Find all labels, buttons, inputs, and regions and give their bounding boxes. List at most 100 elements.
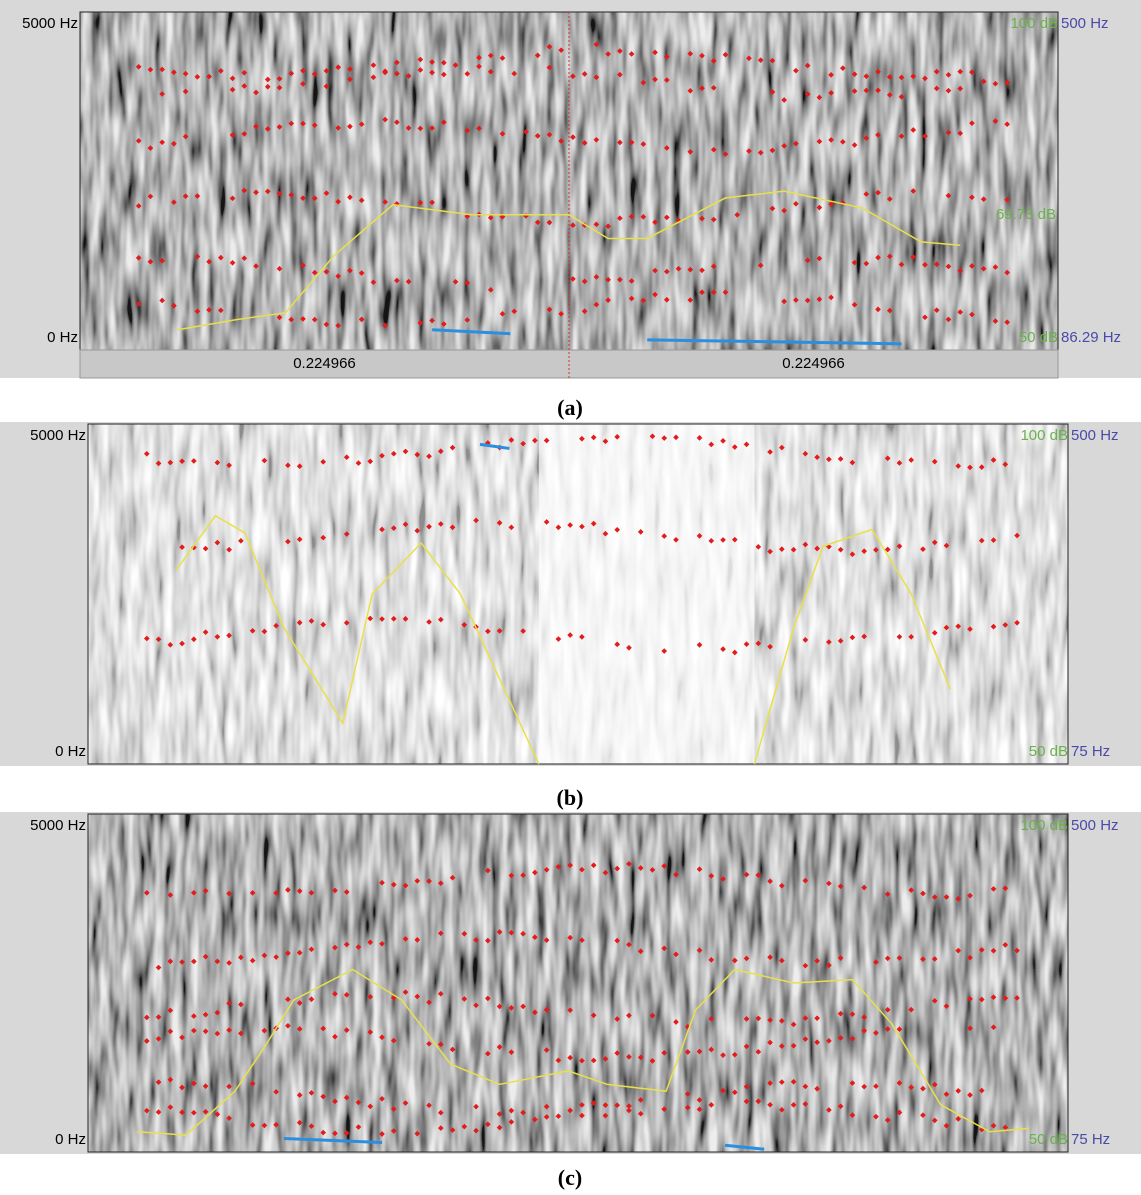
formant-dot <box>358 316 365 323</box>
formant-dot <box>370 74 377 81</box>
formant-dot <box>379 940 385 947</box>
formant-dot <box>229 86 236 93</box>
y-bottom-label: 0 Hz <box>55 1131 86 1148</box>
formant-dot <box>320 1025 327 1032</box>
formant-dot <box>171 302 177 309</box>
formant-dot <box>581 140 588 146</box>
formant-dot <box>920 546 926 553</box>
formant-dot <box>449 1127 456 1133</box>
formant-dot <box>640 141 647 147</box>
formant-dot <box>802 450 809 457</box>
formant-dot <box>179 1034 185 1041</box>
y-bottom-label: 0 Hz <box>47 329 78 346</box>
formant-dot <box>273 890 279 896</box>
pitch-curve <box>753 528 952 765</box>
formant-dot <box>485 1121 491 1128</box>
formant-dot <box>167 1076 174 1083</box>
formant-dot <box>896 1080 903 1086</box>
db-bottom-label: 50 dB <box>1019 329 1058 346</box>
formant-dot <box>343 454 350 461</box>
formant-dot <box>708 1015 715 1022</box>
formant-dot <box>159 91 165 97</box>
formant-dot <box>590 520 597 527</box>
formant-dot <box>861 1014 867 1021</box>
formant-dot <box>816 204 823 211</box>
formant-dot <box>226 632 232 639</box>
formant-dot <box>931 458 938 465</box>
formant-dot <box>967 464 973 471</box>
formant-dot <box>382 69 388 76</box>
formant-dot <box>957 309 964 315</box>
formant-dot <box>767 954 773 961</box>
formant-dot <box>684 1091 691 1097</box>
formant-dot <box>593 41 600 48</box>
formant-dot <box>673 536 679 543</box>
formant-dot <box>508 1107 515 1114</box>
formant-dot <box>579 1057 585 1064</box>
formant-dot <box>767 449 773 455</box>
formant-dot <box>343 1130 350 1136</box>
formant-dot <box>814 454 820 461</box>
formant-dot <box>485 1050 491 1057</box>
formant-dot <box>308 618 315 624</box>
formant-dot <box>696 1106 703 1113</box>
caption: (c) <box>558 1165 582 1190</box>
formant-dot <box>520 440 526 447</box>
formant-dot <box>617 71 623 78</box>
formant-dot <box>696 435 703 441</box>
formant-dot <box>990 1122 997 1129</box>
formant-dot <box>969 263 975 269</box>
formant-dot <box>804 62 811 69</box>
formant-dot <box>379 879 385 886</box>
formant-dot <box>614 526 621 533</box>
formant-dot <box>931 894 938 900</box>
formant-dot <box>402 448 409 455</box>
formant-dot <box>652 49 658 56</box>
formant-dot <box>167 1028 174 1035</box>
formant-dot <box>520 628 526 634</box>
formant-dot <box>567 1107 573 1114</box>
formant-dot <box>179 959 185 965</box>
formant-dot <box>614 865 621 872</box>
formant-dot <box>943 1003 950 1009</box>
formant-dot <box>781 97 787 103</box>
formant-dot <box>320 459 327 465</box>
formant-dot <box>171 69 177 76</box>
formant-dot <box>828 201 834 208</box>
formant-dot <box>499 130 506 137</box>
formant-dot <box>875 132 881 138</box>
formant-dot <box>218 254 224 261</box>
formant-dot <box>931 1081 938 1088</box>
formant-dot <box>640 297 647 304</box>
formant-dot <box>617 276 623 283</box>
formant-dot <box>249 1122 256 1128</box>
formant-dot <box>214 539 221 546</box>
formant-dot <box>969 194 975 201</box>
formant-dot <box>990 457 997 463</box>
formant-dot <box>238 1030 244 1037</box>
formant-dot <box>579 937 585 944</box>
formant-dot <box>826 639 832 645</box>
formant-dot <box>898 74 905 81</box>
hz-top-label: 500 Hz <box>1071 817 1119 834</box>
formant-dot <box>920 956 926 963</box>
formant-dot <box>649 1012 656 1019</box>
formant-dot <box>320 534 327 541</box>
caption: (a) <box>557 395 583 420</box>
formant-dot <box>955 623 962 630</box>
formant-dot <box>382 199 388 205</box>
formant-dot <box>767 1080 773 1086</box>
formant-dot <box>593 136 600 143</box>
formant-dot <box>546 131 553 138</box>
formant-dot <box>931 539 938 546</box>
formant-dot <box>781 207 787 214</box>
formant-dot <box>405 73 412 79</box>
formant-dot <box>426 619 432 625</box>
formant-dot <box>837 955 844 961</box>
formant-dot <box>687 148 694 155</box>
formant-dot <box>508 929 515 936</box>
formant-dot <box>520 1109 526 1116</box>
formant-dot <box>226 546 232 553</box>
formant-dot <box>182 133 189 140</box>
formant-dot <box>155 1035 162 1042</box>
